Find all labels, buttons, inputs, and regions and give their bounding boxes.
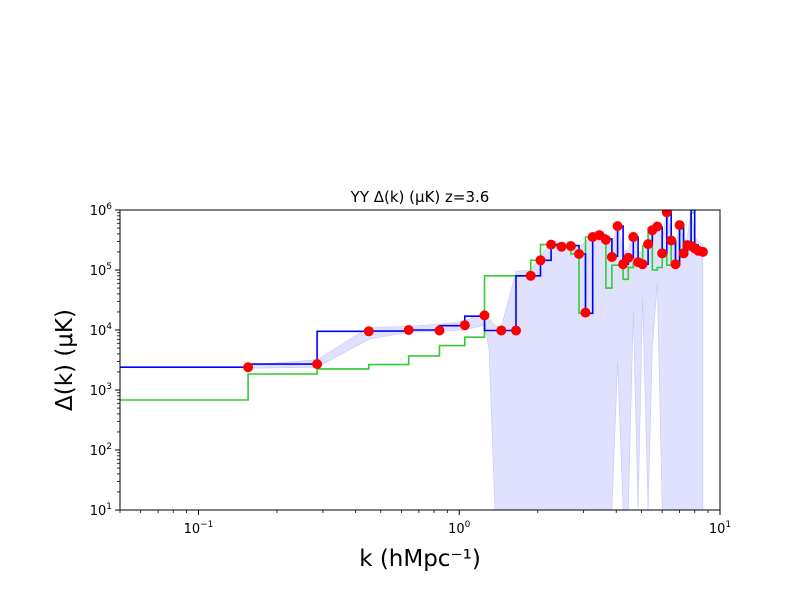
data-point [556,241,567,252]
x-axis-label: k (hMpc⁻¹) [359,546,481,572]
data-point [580,307,591,318]
data-point [525,270,536,281]
data-point [612,221,623,232]
y-tick-label: 102 [90,442,112,459]
x-tick-label: 10−1 [184,520,214,537]
plot-frame [119,209,721,511]
data-point [606,252,617,262]
data-point [574,249,584,259]
axis-ticks: 10−1 100 101 101 102 103 104 105 106 [90,202,731,537]
data-point [535,255,546,266]
data-point [643,239,654,250]
plot-area [120,210,708,510]
data-point [623,252,634,263]
data-point [496,325,507,336]
data-point [652,221,663,232]
x-tick-label: 101 [709,520,731,537]
data-point [511,325,521,336]
data-point [674,220,685,231]
y-tick-label: 106 [90,202,113,219]
data-point [666,235,677,246]
data-point [434,325,445,336]
data-point [363,326,374,337]
y-tick-label: 103 [90,382,112,399]
y-tick-label: 101 [90,502,112,519]
data-point [600,234,611,245]
data-point [661,210,672,218]
data-point [697,246,708,257]
y-axis-label: Δ(k) (μK) [52,309,78,411]
data-point [312,359,323,370]
data-point [618,259,629,270]
data-point [243,362,254,373]
data-point [459,320,470,331]
data-point [403,325,414,335]
data-point [565,241,576,252]
data-point [628,232,639,242]
data-point [670,259,681,270]
y-tick-label: 104 [90,322,113,339]
data-point [657,248,668,259]
x-tick-label: 100 [448,520,471,537]
y-tick-label: 105 [90,262,112,279]
data-point [546,239,557,250]
chart-title: YY Δ(k) (μK) z=3.6 [350,188,490,206]
data-point [479,310,490,321]
data-point [637,259,648,270]
data-point [678,248,689,259]
